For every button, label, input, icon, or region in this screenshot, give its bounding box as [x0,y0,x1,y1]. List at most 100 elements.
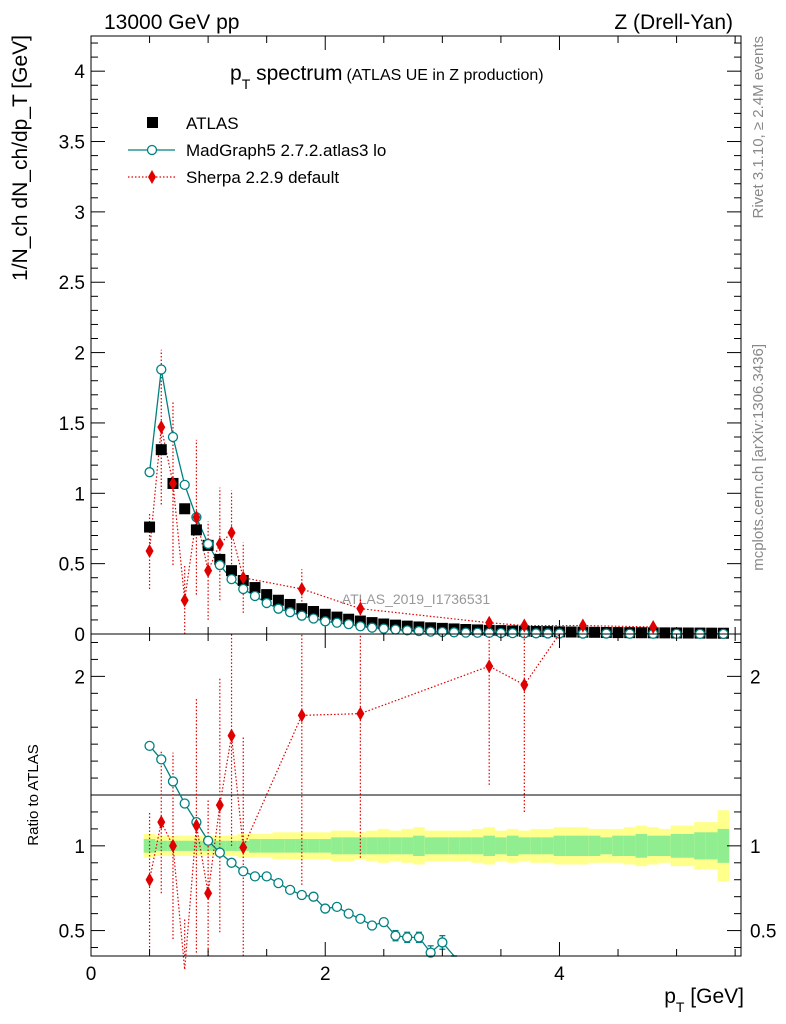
x-tick-label: 4 [554,964,565,985]
atlas-point [612,627,624,639]
ratio-inner-band [471,837,484,855]
atlas-point [635,627,647,639]
ratio-madgraph-point [425,947,436,958]
sherpa-point [180,593,189,608]
madgraph-point [366,622,378,633]
ratio-madgraph-point [202,835,214,846]
atlas-point [272,594,284,606]
ratio-inner-band [682,833,695,858]
atlas-point [354,615,366,627]
ratio-madgraph-point [320,903,331,914]
atlas-point [682,627,694,639]
ratio-inner-band [190,840,203,851]
x-tick-label: 0 [86,964,97,985]
ratio-inner-band [213,840,226,851]
ratio-inner-band [319,839,332,853]
ratio-madgraph-point [156,754,167,765]
madgraph-point [378,623,389,634]
ratio-madgraph-point [179,798,190,809]
main-title-note: (ATLAS UE in Z production) [346,67,543,84]
ratio-data-marks [144,633,560,970]
madgraph-point [226,573,237,585]
ratio-sherpa-point [145,872,154,887]
ratio-sherpa-point [227,728,236,743]
ratio-madgraph-point [261,871,272,882]
ratio-madgraph-point [167,776,179,787]
ratio-inner-band [647,835,660,857]
ratio-y-tick-label: 2 [74,667,85,688]
ratio-sherpa-line [148,633,560,970]
atlas-point [226,565,238,577]
madgraph-point [167,431,179,443]
madgraph-point [390,624,401,635]
main-title-sub: T [242,76,251,92]
ratio-y-tick-label: 1 [74,837,85,858]
main-panel: 0 0.5 1 1.5 2 2.5 3 3.5 4 ATLAS_2019_I1736531 pT… [9,35,742,646]
ratio-inner-band [413,835,425,857]
ratio-inner-band [495,837,507,855]
ratio-inner-band [541,837,554,855]
main-y-tick-label: 3.5 [59,133,85,154]
ratio-sherpa-point [168,838,177,853]
legend: ATLAS MadGraph5 2.7.2.atlas3 lo Sherpa 2… [128,114,386,187]
sherpa-point [157,420,166,435]
madgraph-point [425,626,436,637]
ratio-madgraph-point [308,891,319,902]
ratio-inner-band [178,840,191,851]
madgraph-point [542,628,553,639]
beam-label: 13000 GeV pp [104,11,239,34]
ratio-sherpa-point [204,886,213,901]
atlas-point [261,589,273,601]
madgraph-point [530,628,542,639]
ratio-inner-band [331,837,343,855]
main-y-tick-label: 1.5 [59,414,85,435]
ratio-inner-band [588,835,601,857]
ratio-sherpa-point [239,840,248,855]
legend-marker-sherpa [148,170,156,184]
sherpa-point [204,563,213,578]
ratio-madgraph-point [366,920,378,931]
madgraph-point [343,619,354,630]
atlas-point [190,524,202,536]
main-title-rest: spectrum [250,62,342,85]
ratio-y-axis: 0.5 0.5 1 1 2 2 [59,641,776,949]
sherpa-point [485,615,494,630]
ratio-inner-band [635,833,648,858]
x-axis-label: pT [GeV] [664,985,744,1015]
ratio-inner-band [377,837,390,855]
legend-marker-madgraph [146,144,158,156]
sherpa-point [145,543,154,558]
ratio-sherpa-point [157,815,166,830]
main-y-label: 1/N_ch dN_ch/dp_T [GeV] [9,35,32,281]
ratio-inner-band [717,828,730,863]
ratio-y-tick-label: 0.5 [59,922,85,943]
ratio-sherpa-point [192,818,201,833]
ratio-inner-band [155,840,168,851]
ratio-inner-band [518,837,531,855]
ratio-madgraph-point [144,740,155,752]
ratio-madgraph-point [331,901,343,913]
ratio-inner-band [600,837,613,855]
process-label: Z (Drell-Yan) [614,11,733,34]
ratio-inner-band [307,839,320,853]
ratio-inner-band [459,837,472,855]
sherpa-point [356,601,365,616]
legend-marker-atlas [147,117,158,128]
ratio-inner-band [424,837,437,855]
ratio-madgraph-point [273,877,284,889]
ratio-inner-band [694,832,706,860]
madgraph-point [156,364,167,375]
ratio-x-axis: 0 2 4 [86,634,736,985]
atlas-point [308,605,320,617]
madgraph-point [202,538,214,550]
main-title: pT spectrum (ATLAS UE in Z production) [230,62,544,92]
madgraph-point [296,610,307,621]
ratio-madgraph-point [413,932,425,943]
ratio-sherpa-point [356,706,365,721]
madgraph-point [355,621,366,632]
madgraph-point [308,613,319,624]
sherpa-point [578,618,587,633]
main-y-tick-label: 2 [74,344,85,365]
ratio-sherpa-point [485,659,494,674]
